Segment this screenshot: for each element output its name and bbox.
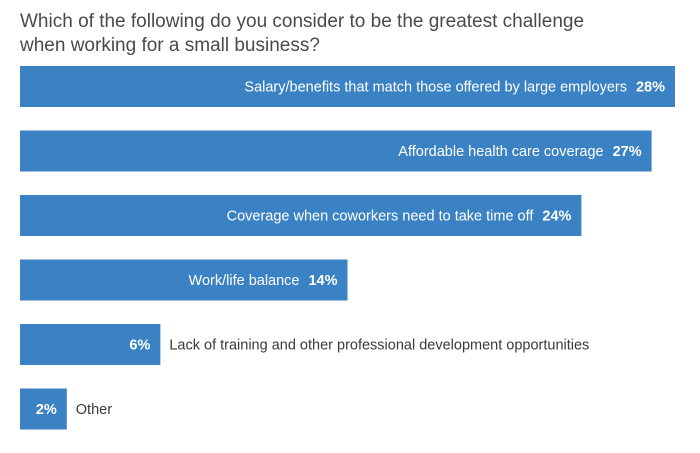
bar-5 <box>20 388 67 430</box>
bar-value-label-2: 24% <box>542 209 571 225</box>
bar-value-label-0: 28% <box>636 80 665 96</box>
bar-value-label-3: 14% <box>308 273 337 289</box>
bar-1 <box>20 130 652 172</box>
chart-title: Which of the following do you consider t… <box>20 11 585 56</box>
bar-0 <box>20 66 675 107</box>
bar-value-label-4: 6% <box>129 338 150 354</box>
bar-category-label-1: Affordable health care coverage <box>398 144 603 160</box>
bar-category-label-4: Lack of training and other professional … <box>169 338 589 354</box>
bar-category-label-2: Coverage when coworkers need to take tim… <box>227 209 535 225</box>
bar-category-label-5: Other <box>76 402 112 418</box>
bar-value-label-5: 2% <box>36 402 57 418</box>
bar-category-label-0: Salary/benefits that match those offered… <box>244 80 627 96</box>
bar-2 <box>20 195 582 236</box>
bar-value-label-1: 27% <box>613 144 642 160</box>
bar-category-label-3: Work/life balance <box>189 273 300 289</box>
bar-3 <box>20 259 348 301</box>
bar-4 <box>20 324 161 365</box>
